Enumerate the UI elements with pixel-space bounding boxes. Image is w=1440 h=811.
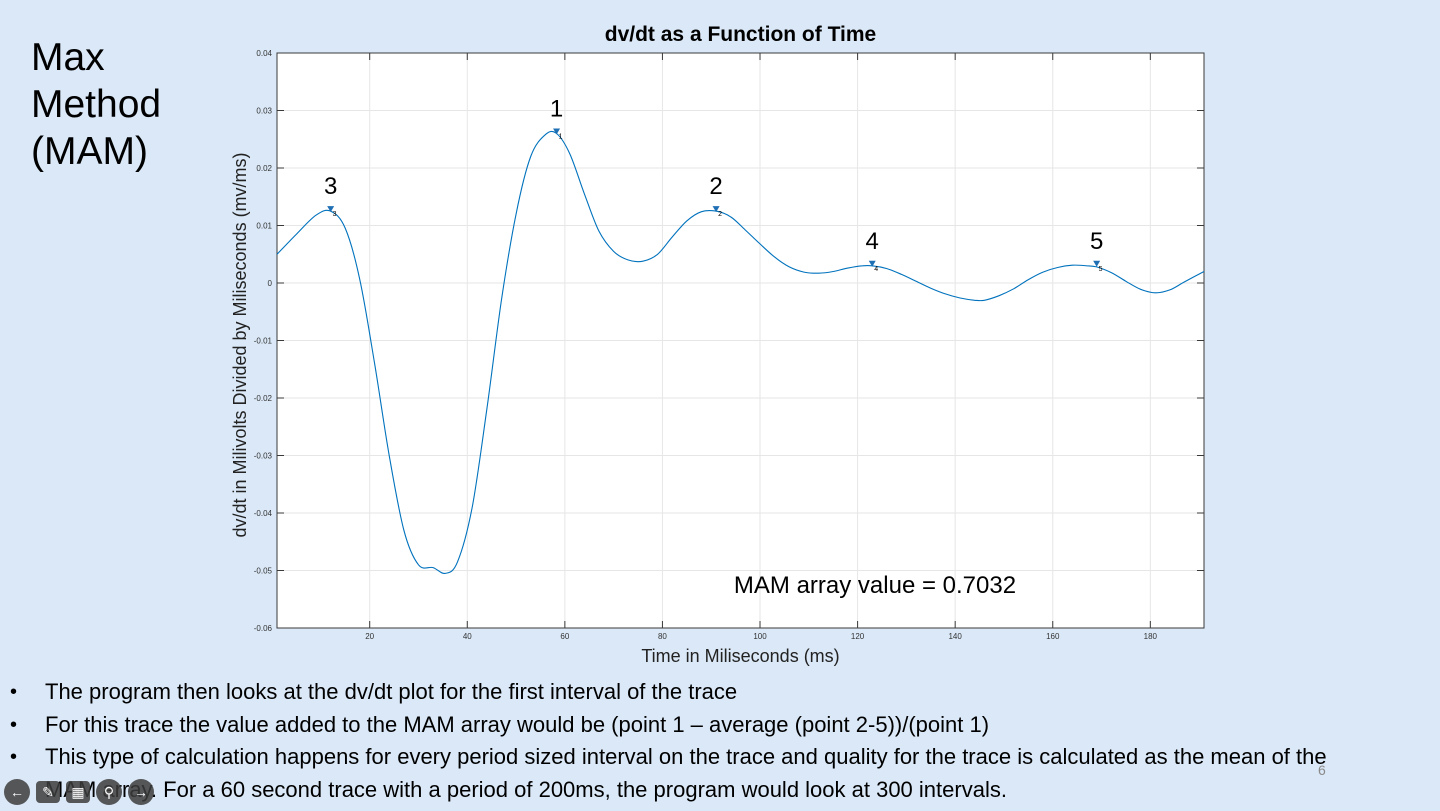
x-tick-label: 60 [560, 632, 569, 641]
peak-marker [712, 206, 720, 213]
y-tick-label: -0.05 [254, 567, 273, 576]
zoom-icon[interactable]: ⚲ [96, 779, 122, 805]
x-tick-label: 120 [851, 632, 865, 641]
peak-marker [1093, 260, 1101, 267]
bullet-text: This type of calculation happens for eve… [45, 744, 1327, 802]
x-tick-label: 180 [1144, 632, 1158, 641]
y-tick-label: -0.06 [254, 624, 273, 633]
bullet-text: The program then looks at the dv/dt plot… [45, 679, 738, 704]
peak-small-label: 4 [874, 266, 878, 273]
peak-number-label: 5 [1090, 228, 1103, 255]
bullet-dot: • [10, 713, 18, 736]
forward-arrow-icon[interactable]: → [128, 779, 154, 805]
y-axis-label: dv/dt in Milivolts Divided by Milisecond… [230, 152, 250, 537]
peak-marker [553, 128, 561, 135]
x-tick-label: 20 [365, 632, 374, 641]
x-axis-label: Time in Miliseconds (ms) [641, 646, 839, 666]
bullet-item: • This type of calculation happens for ev… [0, 741, 1440, 806]
peak-small-label: 2 [718, 211, 722, 218]
y-tick-label: -0.03 [254, 452, 273, 461]
y-tick-label: 0.04 [256, 49, 272, 58]
bullet-item: • The program then looks at the dv/dt plo… [0, 676, 1440, 709]
peak-number-label: 4 [866, 228, 879, 255]
peak-small-label: 5 [1099, 266, 1103, 273]
series-line [276, 130, 1205, 575]
y-tick-label: 0 [268, 279, 273, 288]
bullet-text: For this trace the value added to the MA… [45, 711, 990, 737]
peak-number-label: 2 [709, 173, 722, 200]
bullet-list: • The program then looks at the dv/dt plo… [0, 676, 1440, 806]
slideshow-nav: ← ✎ ▦ ⚲ → [4, 779, 154, 805]
peak-marker [868, 260, 876, 267]
slides-grid-icon[interactable]: ▦ [66, 781, 90, 803]
x-tick-label: 160 [1046, 632, 1060, 641]
back-arrow-icon[interactable]: ← [4, 779, 30, 805]
chart-title: dv/dt as a Function of Time [605, 23, 876, 46]
slide-number: 6 [1318, 762, 1326, 778]
bullet-item: • For this trace the value added to the M… [0, 709, 1440, 742]
peak-number-label: 3 [324, 173, 337, 200]
y-tick-label: -0.04 [254, 509, 273, 518]
mam-value-annotation: MAM array value = 0.7032 [734, 572, 1016, 599]
x-tick-label: 40 [463, 632, 472, 641]
y-tick-label: 0.02 [256, 164, 272, 173]
peak-small-label: 1 [559, 134, 563, 141]
y-tick-label: 0.01 [256, 222, 272, 231]
x-tick-label: 140 [948, 632, 962, 641]
y-tick-label: -0.01 [254, 337, 273, 346]
x-tick-label: 80 [658, 632, 667, 641]
x-tick-label: 100 [753, 632, 767, 641]
bullet-dot: • [10, 746, 18, 768]
y-tick-label: -0.02 [254, 394, 273, 403]
peak-small-label: 3 [333, 211, 337, 218]
slide-title: Max Method (MAM) [31, 36, 162, 173]
pen-icon[interactable]: ✎ [36, 781, 60, 803]
bullet-dot: • [10, 681, 18, 703]
peak-marker [327, 206, 335, 213]
y-tick-label: 0.03 [256, 107, 272, 116]
peak-number-label: 1 [550, 96, 563, 123]
